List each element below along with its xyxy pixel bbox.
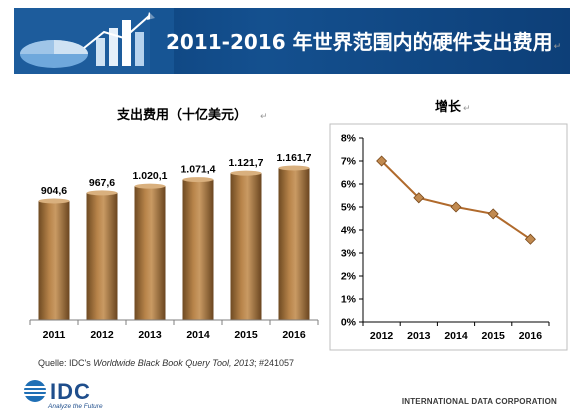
- bar-value-label: 1.161,7: [276, 152, 311, 164]
- bar-top-2012: [86, 190, 118, 196]
- bar-value-label: 904,6: [41, 185, 67, 197]
- line-chart-frame: [329, 123, 568, 351]
- bar-2013: [134, 186, 166, 320]
- bar-chart-title: 支出费用（十亿美元）: [116, 107, 247, 123]
- line-x-tick-label: 2013: [407, 330, 431, 342]
- line-y-tick-label: 1%: [341, 294, 357, 306]
- line-y-tick-label: 2%: [341, 271, 357, 283]
- bar-value-label: 1.020,1: [132, 170, 167, 182]
- source-note: Quelle: IDC's Worldwide Black Book Query…: [38, 358, 295, 368]
- line-y-tick-label: 5%: [341, 202, 357, 214]
- bar-x-tick-label: 2014: [186, 329, 210, 341]
- line-y-tick-label: 6%: [341, 179, 357, 191]
- line-y-tick-label: 8%: [341, 133, 357, 145]
- growth-point: [376, 155, 388, 167]
- bar-x-tick-label: 2015: [234, 329, 258, 341]
- growth-point: [524, 233, 536, 245]
- logo-wordmark: IDC: [50, 379, 91, 404]
- line-y-tick-label: 0%: [341, 317, 357, 329]
- line-x-tick-label: 2014: [444, 330, 468, 342]
- finance-collage-illustration: [14, 8, 174, 74]
- growth-point: [450, 201, 462, 213]
- bar-series: 904,6 967,6 1.020,1 1.071,4 1.121,7 1.161,7: [38, 152, 312, 320]
- line-x-tick-label: 2012: [370, 330, 394, 342]
- line-x-tick-label: 2016: [519, 330, 543, 342]
- bar-x-tick-label: 2011: [43, 329, 66, 341]
- bar-2012: [86, 192, 118, 320]
- idc-logo: IDC Analyze the Future: [24, 379, 103, 410]
- line-chart-title-mark: ↵: [463, 103, 471, 113]
- line-y-tick-label: 3%: [341, 248, 357, 260]
- bar-chart-title-mark: ↵: [260, 111, 268, 121]
- line-y-tick-label: 7%: [341, 156, 357, 168]
- line-chart-title: 增长: [435, 99, 462, 115]
- company-name: INTERNATIONAL DATA CORPORATION: [401, 397, 557, 406]
- line-series: [376, 155, 536, 245]
- growth-point: [487, 208, 499, 220]
- bar-top-2011: [38, 198, 70, 204]
- bar-2015: [230, 173, 262, 320]
- bar-top-2013: [134, 183, 166, 189]
- bar-chart-x-ticks: 2011 2012 2013 2014 2015 2016: [29, 320, 319, 341]
- bar-value-label: 1.121,7: [228, 157, 263, 169]
- growth-line: [380, 160, 531, 241]
- bar-x-tick-label: 2016: [282, 329, 306, 341]
- title-banner: 2011-2016 年世界范围内的硬件支出费用↵: [14, 8, 570, 74]
- bar-2016: [278, 168, 310, 320]
- logo-tagline: Analyze the Future: [47, 403, 103, 410]
- bar-x-tick-label: 2012: [90, 329, 114, 341]
- line-chart-axes: 0% 1% 2% 3% 4% 5% 6% 7% 8% 2012 2013 2014 2015 2016: [341, 133, 550, 342]
- bar-top-2014: [182, 177, 214, 183]
- bar-top-2016: [278, 165, 310, 171]
- bar-value-label: 967,6: [89, 177, 115, 189]
- line-y-tick-label: 4%: [341, 225, 357, 237]
- growth-point: [413, 192, 425, 204]
- bar-top-2015: [230, 170, 262, 176]
- bar-value-label: 1.071,4: [180, 164, 215, 176]
- bar-2014: [182, 179, 214, 320]
- page-title: 2011-2016 年世界范围内的硬件支出费用↵: [166, 30, 562, 54]
- bar-x-tick-label: 2013: [138, 329, 162, 341]
- line-x-tick-label: 2015: [482, 330, 506, 342]
- bar-2011: [38, 201, 70, 320]
